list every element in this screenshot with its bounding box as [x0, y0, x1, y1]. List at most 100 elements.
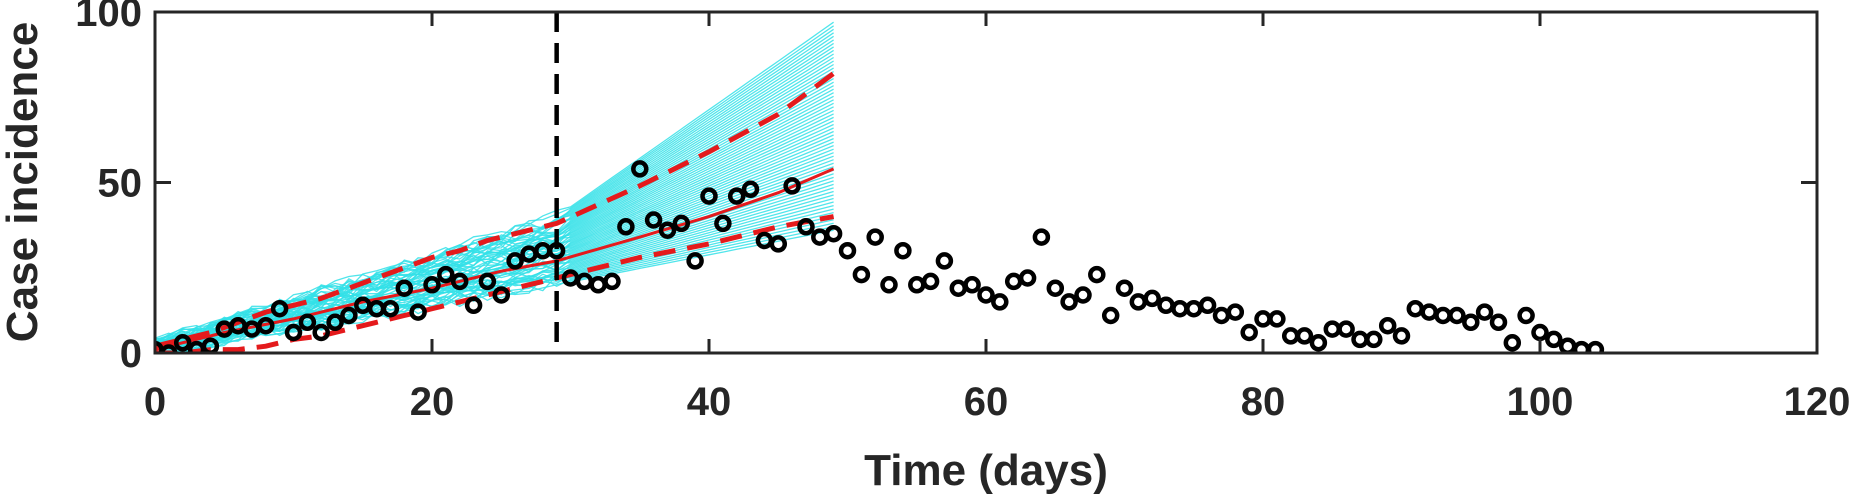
ensemble-curve — [155, 123, 834, 348]
data-point — [575, 272, 594, 291]
data-point — [450, 272, 469, 291]
x-tick-label: 60 — [964, 380, 1009, 424]
data-point — [1489, 313, 1508, 332]
data-point — [506, 252, 524, 270]
data-point — [866, 228, 884, 246]
data-point — [1420, 303, 1438, 321]
ensemble-curve — [155, 81, 834, 348]
data-point — [1378, 316, 1397, 335]
data-point — [173, 334, 192, 352]
data-point — [700, 187, 718, 205]
x-tick-label: 20 — [410, 380, 455, 424]
data-point — [658, 221, 677, 239]
data-point — [1074, 286, 1092, 304]
x-tick-label: 0 — [144, 380, 166, 424]
data-point — [617, 218, 635, 236]
data-point — [1018, 269, 1037, 287]
data-point — [811, 228, 829, 246]
data-point — [1004, 272, 1023, 291]
data-point — [1157, 296, 1175, 315]
data-point — [547, 241, 566, 260]
y-tick-label: 0 — [120, 332, 142, 376]
data-point — [1046, 279, 1065, 297]
data-point — [1462, 313, 1480, 332]
data-point — [1503, 334, 1522, 352]
fit-lower-bound-line — [155, 214, 835, 353]
data-point — [1365, 330, 1383, 349]
data-point — [1185, 299, 1203, 318]
data-point — [437, 265, 455, 284]
x-axis-ticks: 0 20 40 60 80 100 120 — [144, 12, 1851, 424]
data-point — [824, 224, 843, 243]
y-axis-title: Case incidence — [0, 22, 47, 342]
data-point — [1281, 327, 1300, 345]
x-tick-label: 100 — [1507, 380, 1574, 424]
data-point — [1226, 303, 1245, 321]
x-tick-label: 120 — [1784, 380, 1851, 424]
data-point — [1212, 306, 1231, 325]
data-point — [284, 323, 303, 342]
data-point — [880, 276, 898, 294]
data-point — [409, 303, 427, 321]
data-point — [1434, 306, 1452, 325]
x-axis-title: Time (days) — [864, 446, 1108, 495]
data-point — [769, 235, 788, 253]
data-point — [1240, 323, 1258, 342]
data-point — [257, 316, 275, 335]
ensemble-curve — [155, 204, 834, 353]
data-point — [270, 299, 289, 318]
data-point — [852, 265, 871, 284]
y-tick-label: 100 — [75, 0, 142, 35]
data-point — [1517, 306, 1535, 325]
data-point — [797, 218, 815, 236]
data-point — [894, 241, 912, 260]
data-point — [464, 296, 483, 315]
data-point — [672, 214, 691, 233]
data-point — [603, 272, 621, 291]
data-point — [908, 276, 926, 294]
data-point — [340, 306, 358, 325]
data-point — [1115, 279, 1134, 297]
data-point — [1406, 299, 1425, 318]
data-point — [1268, 310, 1286, 328]
data-point — [326, 313, 344, 332]
data-point — [1351, 330, 1369, 349]
observed-data-points — [155, 160, 1605, 353]
data-point — [727, 187, 746, 205]
data-point — [991, 293, 1009, 311]
data-point — [1545, 330, 1563, 349]
data-point — [1586, 340, 1605, 353]
data-point — [1143, 289, 1161, 308]
data-point — [1295, 327, 1314, 345]
data-point — [977, 286, 995, 304]
data-point — [714, 214, 732, 233]
data-point — [1558, 337, 1577, 353]
data-point — [949, 279, 968, 297]
data-point — [534, 241, 552, 260]
data-point — [589, 276, 607, 294]
data-point — [935, 252, 954, 270]
data-point — [1392, 327, 1411, 345]
data-point — [298, 313, 317, 332]
data-point — [160, 344, 178, 353]
data-point — [312, 323, 330, 342]
data-point — [478, 272, 497, 291]
data-point — [1060, 293, 1078, 311]
data-point — [492, 286, 511, 304]
y-axis-ticks: 0 50 100 — [75, 0, 1817, 376]
data-point — [381, 299, 400, 318]
data-point — [963, 276, 981, 294]
data-point — [1198, 296, 1217, 315]
data-point — [1531, 323, 1549, 342]
data-point — [1475, 303, 1494, 321]
data-point — [686, 252, 704, 270]
data-point — [1032, 228, 1051, 246]
data-point — [631, 160, 649, 178]
data-point — [644, 211, 663, 229]
x-tick-label: 80 — [1241, 380, 1286, 424]
fit-upper-bound-line — [155, 71, 836, 349]
ensemble-curve — [155, 113, 834, 343]
data-point — [1448, 306, 1466, 325]
data-point — [395, 279, 414, 297]
